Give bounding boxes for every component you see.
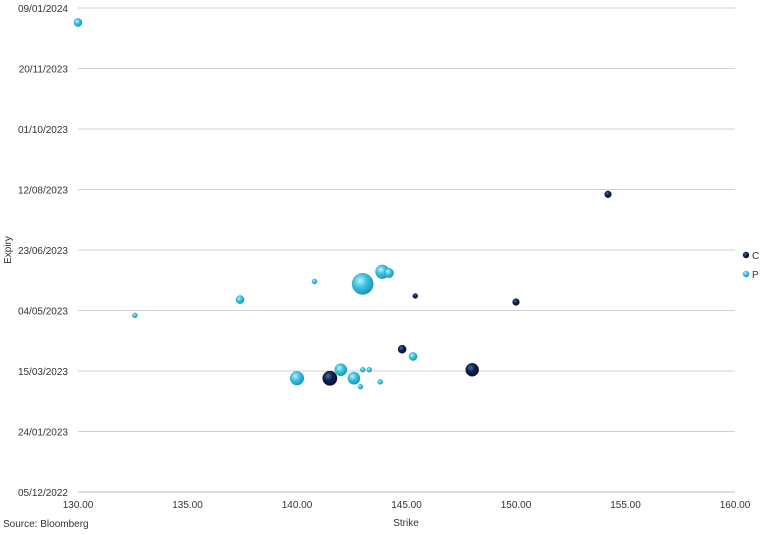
y-tick-label: 04/05/2023 [18, 307, 68, 318]
bubble-p [235, 295, 245, 304]
bubble-p [384, 268, 394, 278]
x-tick-label: 130.00 [63, 500, 94, 511]
bubble-p [334, 363, 348, 377]
x-tick-label: 160.00 [720, 500, 751, 511]
legend: CP [742, 251, 759, 281]
y-axis-ticks: 09/01/2024 20/11/2023 01/10/2023 12/08/2023… [18, 4, 68, 499]
y-axis-title: Expiry [3, 236, 14, 264]
bubble-p [408, 352, 418, 361]
bubble-p [311, 278, 318, 285]
bubble-c [322, 370, 338, 386]
source-note: Source: Bloomberg [3, 519, 89, 530]
x-axis-ticks: 130.00 135.00 140.00 145.00 150.00 155.00 160.… [63, 500, 751, 511]
legend-label: P [752, 270, 759, 281]
legend-marker [742, 270, 750, 278]
y-tick-label: 05/12/2022 [18, 488, 68, 499]
bubble-c [397, 344, 407, 354]
bubble-c [512, 298, 520, 306]
y-tick-label: 09/01/2024 [18, 4, 68, 15]
bubble-p [73, 18, 83, 27]
legend-label: C [752, 251, 759, 262]
x-tick-label: 140.00 [282, 500, 313, 511]
gridlines [78, 7, 735, 493]
x-tick-label: 155.00 [610, 500, 641, 511]
bubble-p [357, 384, 364, 390]
y-tick-label: 20/11/2023 [19, 65, 69, 76]
x-tick-label: 145.00 [391, 500, 422, 511]
y-tick-label: 24/01/2023 [18, 428, 68, 439]
legend-marker [742, 251, 750, 259]
bubble-p [351, 273, 374, 295]
x-tick-label: 150.00 [501, 500, 532, 511]
bubble-p [366, 367, 372, 373]
bubble-p [377, 379, 383, 385]
bubble-p [289, 371, 305, 386]
y-tick-label: 15/03/2023 [18, 367, 68, 378]
bubble-c [604, 190, 612, 198]
bubble-c [465, 363, 479, 377]
y-tick-label: 23/06/2023 [18, 246, 68, 257]
y-tick-label: 01/10/2023 [18, 125, 68, 136]
bubble-p [360, 367, 366, 373]
bubble-p [347, 371, 361, 385]
y-tick-label: 12/08/2023 [18, 186, 68, 197]
bubble-p [132, 312, 138, 319]
bubbles [73, 18, 612, 390]
x-tick-label: 135.00 [172, 500, 203, 511]
bubble-c [412, 293, 418, 299]
x-axis-title: Strike [393, 518, 419, 529]
